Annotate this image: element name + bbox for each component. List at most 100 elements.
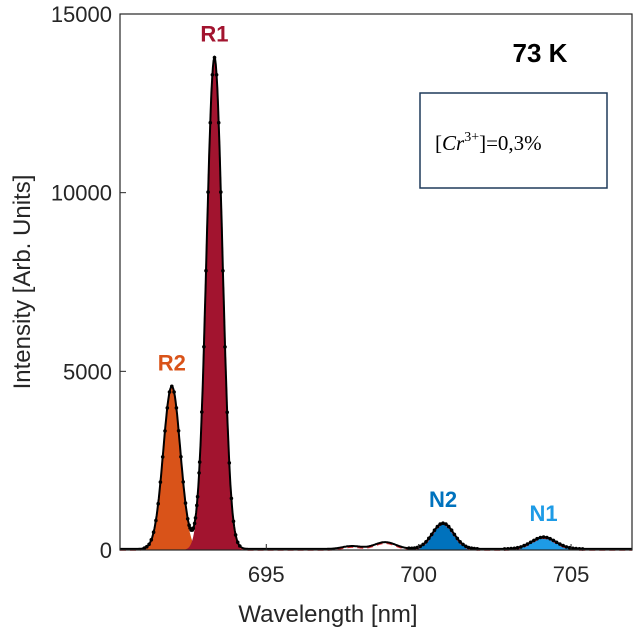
data-point [449,528,454,532]
data-point [535,536,539,541]
conc-prefix: [ [435,131,442,155]
data-point [461,542,465,547]
data-point [206,190,210,194]
data-point [515,545,520,550]
data-point [191,526,196,530]
data-point [187,523,191,527]
data-point [558,542,562,546]
data-point [145,544,149,549]
peak-label-n1: N1 [530,501,558,526]
data-point [427,536,431,541]
concentration-text: [Cr3+]=0,3% [435,130,542,155]
y-tick-label: 0 [100,538,112,563]
data-point [167,390,172,394]
data-point [571,546,575,551]
data-point [202,345,206,349]
data-point [464,544,468,549]
data-point [214,73,219,77]
y-tick-label: 10000 [51,181,112,206]
data-point [238,544,242,548]
data-point [221,269,225,273]
y-tick-label: 15000 [51,2,112,27]
plot-frame [119,13,633,551]
data-point [179,455,183,459]
peak-fill-r2 [137,387,206,550]
data-point [435,524,440,529]
data-point [181,480,185,484]
axes [119,13,633,551]
data-point [441,521,445,525]
data-point [233,533,238,537]
data-point [551,538,556,543]
data-point [231,519,236,524]
data-point [151,530,156,534]
conc-suffix: ]=0,3% [479,131,542,155]
data-point [410,546,414,551]
x-axis-label: Wavelength [nm] [238,601,417,628]
data-point [519,545,523,549]
data-point [412,546,417,550]
data-point [446,524,451,529]
data-point [223,345,227,349]
data-point [429,532,434,537]
data-point [407,546,411,550]
data-point [174,406,179,410]
data-point [438,522,443,526]
data-point [512,546,517,551]
data-point [561,543,565,548]
data-point [227,461,232,465]
data-point [418,544,423,549]
peak-label-r2: R2 [158,350,186,375]
data-point [444,522,448,526]
temperature-label: 73 K [513,38,568,68]
data-point [564,545,569,549]
data-point [458,540,462,544]
data-point [195,503,199,508]
x-tick-label: 705 [553,562,590,587]
data-point [548,536,552,541]
data-point [200,410,204,414]
data-point [538,535,543,540]
data-point [193,516,198,520]
data-point [567,545,572,550]
data-point [197,471,201,475]
data-point [156,501,160,506]
peak-label-n2: N2 [429,487,457,512]
data-point [204,268,208,273]
conc-ion: Cr [442,131,465,155]
data-point [522,543,526,548]
data-point [160,455,165,459]
data-point [235,540,240,545]
peak-label-r1: R1 [200,22,228,47]
y-ticks: 0 5000 10000 15000 [51,2,126,563]
concentration-legend: [Cr3+]=0,3% [419,92,608,189]
data-point [469,546,474,550]
y-tick-label: 5000 [63,359,112,384]
data-point [229,496,234,501]
x-tick-label: 700 [400,562,437,587]
data-point [183,501,188,505]
data-point [452,532,457,537]
data-point [225,410,229,415]
data-point [541,535,546,539]
data-point [466,545,471,550]
data-point [185,517,190,521]
data-point [192,521,197,526]
x-ticks: 695 700 705 [248,544,589,587]
y-axis-label: Intensity [Arb. Units] [9,175,36,390]
data-point [216,120,221,125]
data-point [219,190,223,194]
data-point [421,542,425,547]
peak-fill-n1 [494,538,593,550]
peak-fill-r1 [182,58,247,550]
data-point [212,55,217,60]
data-point [545,535,549,540]
data-point [163,429,167,433]
peak-fill-n2 [400,524,486,550]
data-point [525,542,530,546]
data-point [432,528,437,532]
data-point [455,536,460,541]
data-point [176,429,181,433]
conc-superscript: 3+ [464,130,479,145]
